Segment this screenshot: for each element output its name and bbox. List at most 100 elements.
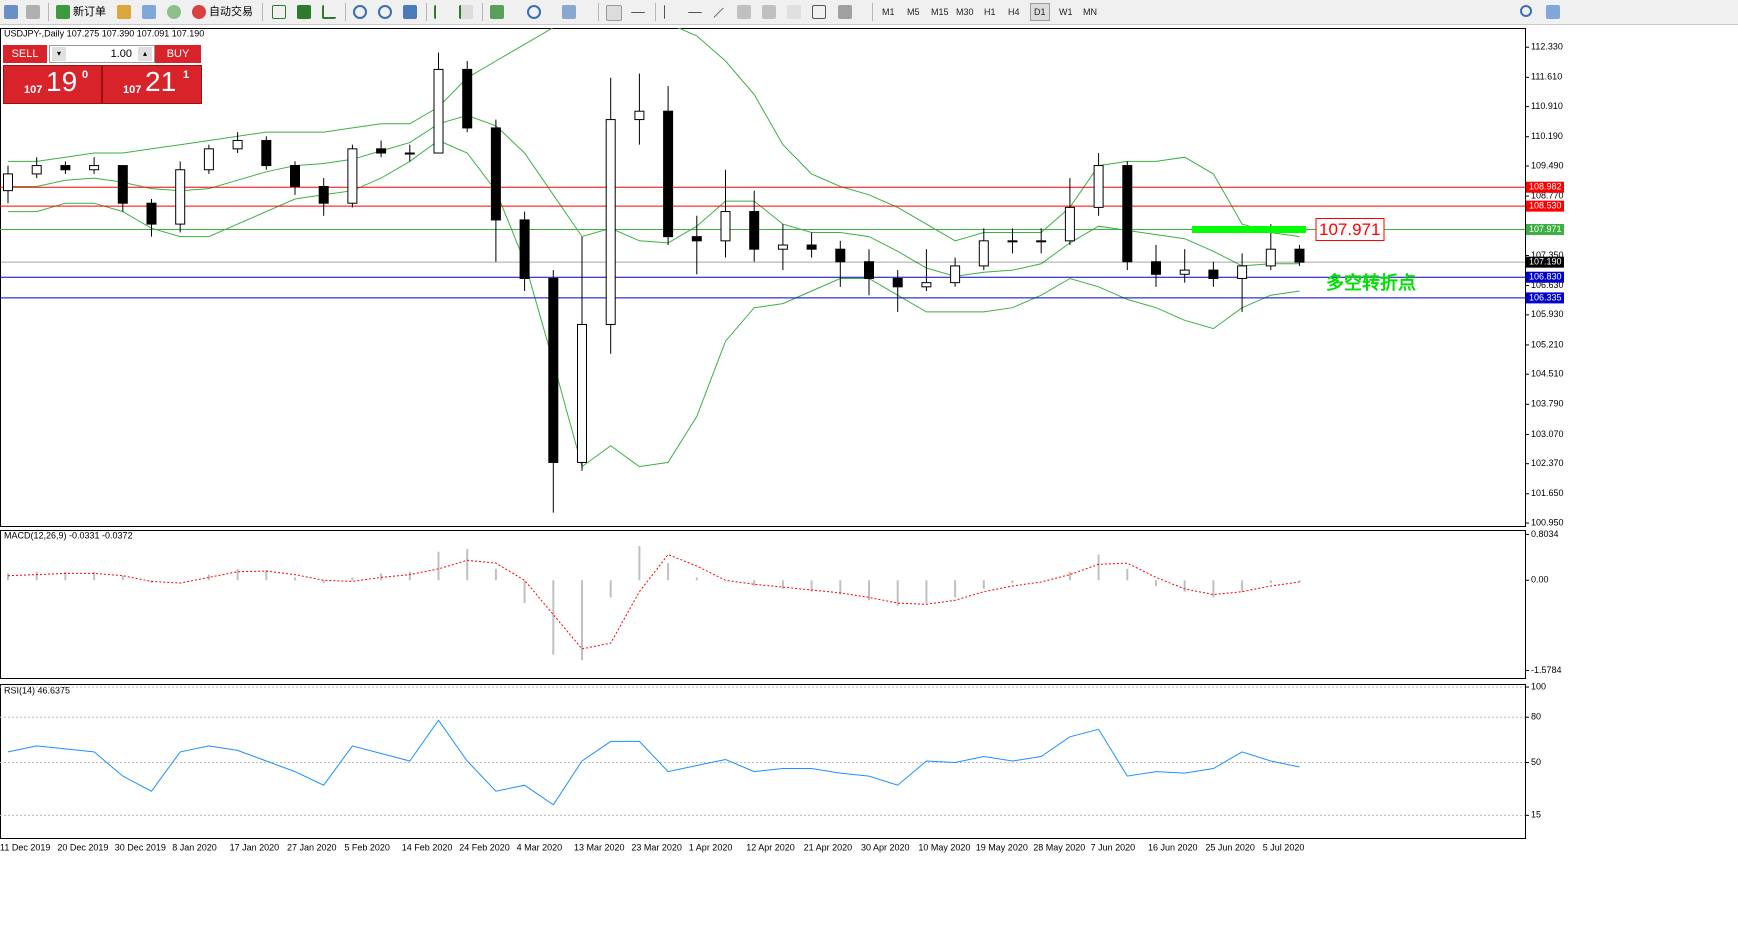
icon[interactable] — [688, 12, 702, 14]
icon[interactable] — [142, 5, 156, 19]
icon[interactable] — [192, 5, 206, 19]
sell-button[interactable]: SELL — [3, 45, 47, 63]
lot-value[interactable]: 1.00 — [110, 48, 132, 60]
indicator-title: RSI(14) 46.6375 — [4, 685, 70, 695]
icon[interactable] — [403, 5, 417, 19]
annotation-text: 多空转折点 — [1326, 272, 1416, 293]
timeframe-button[interactable]: M1 — [882, 7, 895, 17]
lot-up[interactable]: ▴ — [138, 47, 152, 61]
candle-body — [1064, 206, 1075, 242]
x-tick-label: 13 Mar 2020 — [574, 842, 625, 852]
rsi-line — [7, 719, 1300, 806]
candle-body — [663, 110, 674, 238]
candle-body — [376, 148, 387, 154]
y-tick-label: 107.350 — [1531, 250, 1564, 260]
timeframe-button[interactable]: W1 — [1059, 7, 1073, 17]
icon[interactable] — [664, 5, 666, 19]
candle-body — [921, 282, 932, 288]
icon[interactable] — [787, 5, 801, 19]
icon[interactable] — [167, 5, 181, 19]
separator — [48, 3, 49, 21]
y-tick-label: 110.190 — [1531, 131, 1563, 141]
candle-body — [3, 173, 13, 192]
x-tick-label: 12 Apr 2020 — [746, 842, 795, 852]
rsi-plot — [0, 686, 1525, 816]
y-tick-label: 105.210 — [1531, 339, 1564, 349]
macd-panel — [0, 530, 1526, 679]
icon[interactable] — [838, 5, 852, 19]
auto-trade-button[interactable]: 自动交易 — [209, 6, 253, 18]
bollinger-band — [8, 28, 1300, 242]
price-plot — [0, 28, 1525, 513]
timeframe-button[interactable]: D1 — [1030, 3, 1050, 21]
chart-title: USDJPY-,Daily 107.275 107.390 107.091 10… — [4, 28, 204, 38]
x-tick-label: 30 Apr 2020 — [861, 842, 910, 852]
level-label: 107.190 — [1529, 257, 1562, 267]
lot-box[interactable]: ▾ 1.00 ▴ — [49, 45, 155, 63]
icon[interactable] — [353, 5, 367, 19]
price-big: 19 — [46, 66, 78, 97]
y-tick-label: 111.610 — [1531, 72, 1562, 82]
icon[interactable] — [434, 5, 448, 19]
y-tick-label: 15 — [1531, 810, 1541, 820]
icon[interactable] — [26, 5, 40, 19]
sell-price[interactable]: 107 19 0 — [3, 65, 102, 104]
icon[interactable] — [322, 5, 336, 19]
y-tick-label: 80 — [1531, 712, 1541, 722]
icon[interactable] — [762, 5, 776, 19]
lot-down[interactable]: ▾ — [52, 47, 66, 61]
icon[interactable] — [4, 5, 18, 19]
candle-body — [117, 165, 128, 204]
icon[interactable] — [527, 5, 541, 19]
candle-body — [433, 68, 444, 154]
one-click-trading: SELL ▾ 1.00 ▴ BUY 107 19 0 107 21 1 — [3, 45, 202, 104]
separator — [598, 3, 599, 21]
y-tick-label: 50 — [1531, 757, 1541, 767]
icon[interactable] — [812, 5, 826, 19]
y-tick-label: 105.930 — [1531, 309, 1564, 319]
x-tick-label: 27 Jan 2020 — [287, 842, 337, 852]
level-tag — [1526, 200, 1564, 212]
y-tick-label: 103.790 — [1531, 399, 1564, 409]
timeframe-button[interactable]: M5 — [907, 7, 920, 17]
candle-body — [1265, 248, 1276, 267]
candle-body — [89, 165, 100, 171]
buy-button[interactable]: BUY — [155, 45, 201, 63]
icon[interactable] — [606, 5, 622, 21]
x-tick-label: 16 Jun 2020 — [1148, 842, 1198, 852]
timeframe-button[interactable]: H1 — [984, 7, 996, 17]
separator — [655, 3, 656, 21]
level-tag — [1526, 181, 1564, 193]
icon[interactable] — [562, 5, 576, 19]
search-icon[interactable] — [1520, 5, 1532, 17]
icon[interactable] — [378, 5, 392, 19]
candle-body — [175, 169, 186, 225]
y-tick-label: 112.330 — [1531, 42, 1563, 52]
rsi-panel — [0, 684, 1526, 839]
y-tick-label: 109.490 — [1531, 160, 1564, 170]
icon[interactable] — [1546, 5, 1560, 19]
price-sup: 1 — [183, 69, 190, 81]
x-tick-label: 4 Mar 2020 — [517, 842, 563, 852]
icon[interactable] — [56, 5, 70, 19]
icon[interactable] — [631, 12, 645, 14]
icon[interactable] — [713, 7, 725, 19]
level-label: 106.830 — [1529, 272, 1562, 282]
buy-price[interactable]: 107 21 1 — [102, 65, 202, 104]
y-tick-label: 108.770 — [1531, 190, 1564, 200]
new-order-button[interactable]: 新订单 — [73, 6, 106, 18]
icon[interactable] — [459, 5, 473, 19]
candle-body — [462, 68, 473, 129]
x-tick-label: 20 Dec 2019 — [57, 842, 108, 852]
icon[interactable] — [117, 5, 131, 19]
timeframe-button[interactable]: M15 — [931, 7, 949, 17]
icon[interactable] — [297, 5, 311, 19]
icon[interactable] — [272, 5, 286, 19]
signal-line — [7, 553, 1300, 650]
candle-body — [720, 211, 731, 242]
icon[interactable] — [737, 5, 751, 19]
timeframe-button[interactable]: M30 — [956, 7, 974, 17]
timeframe-button[interactable]: MN — [1083, 7, 1097, 17]
icon[interactable] — [490, 5, 504, 19]
timeframe-button[interactable]: H4 — [1008, 7, 1020, 17]
